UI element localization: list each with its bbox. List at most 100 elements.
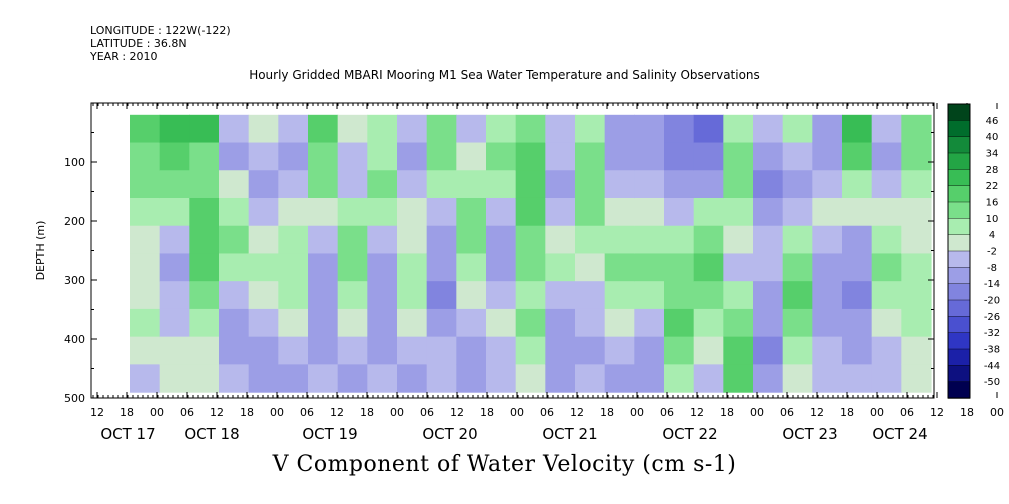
longitude-label: LONGITUDE : 122W(-122)	[90, 24, 231, 37]
heatmap-cell	[189, 281, 220, 310]
heatmap-cell	[486, 114, 517, 144]
y-tick-label: 500	[64, 392, 85, 405]
heatmap-cell	[189, 170, 220, 199]
heatmap-cell	[634, 114, 665, 144]
heatmap-cell	[397, 225, 428, 255]
heatmap-cell	[812, 308, 843, 338]
variable-title: V Component of Water Velocity (cm s-1)	[272, 452, 737, 477]
heatmap-cell	[367, 114, 398, 144]
heatmap-cell	[278, 225, 309, 255]
heatmap-cell	[901, 253, 932, 282]
colorbar-label: 46	[986, 116, 999, 127]
heatmap-cell	[130, 364, 161, 393]
heatmap-cell	[871, 308, 902, 338]
colorbar-swatch	[947, 283, 971, 301]
heatmap-cell	[515, 253, 546, 282]
heatmap-cell	[664, 225, 695, 255]
x-hour-label: 00	[270, 406, 284, 419]
heatmap-cell	[901, 197, 932, 227]
heatmap-cell	[693, 336, 724, 365]
heatmap-cell	[486, 170, 517, 199]
colorbar-label: -44	[984, 361, 1000, 372]
heatmap-cell	[753, 114, 784, 144]
year-label: YEAR : 2010	[90, 50, 158, 63]
heatmap-cell	[723, 170, 754, 199]
heatmap-cell	[753, 225, 784, 255]
heatmap-cell	[545, 225, 576, 255]
heatmap-cell	[545, 253, 576, 282]
heatmap-cell	[248, 336, 279, 365]
heatmap-cell	[515, 281, 546, 310]
heatmap-cell	[130, 281, 161, 310]
heatmap-cell	[604, 336, 635, 365]
heatmap-cell	[248, 197, 279, 227]
heatmap-cell	[782, 336, 813, 365]
x-hour-label: 18	[480, 406, 494, 419]
heatmap-cell	[278, 308, 309, 338]
heatmap-cell	[575, 197, 606, 227]
heatmap-cell	[308, 281, 339, 310]
heatmap-cell	[189, 308, 220, 338]
x-date-label: OCT 22	[662, 425, 717, 443]
heatmap-cell	[871, 253, 902, 282]
colorbar-label: -8	[987, 263, 997, 274]
heatmap-cell	[219, 114, 250, 144]
heatmap-cell	[693, 197, 724, 227]
heatmap-cell	[515, 225, 546, 255]
heatmap-cell	[367, 281, 398, 310]
heatmap-cell	[397, 170, 428, 199]
heatmap-cell	[545, 114, 576, 144]
heatmap-cell	[486, 281, 517, 310]
heatmap-cell	[426, 225, 457, 255]
heatmap-cell	[545, 364, 576, 393]
heatmap-cell	[278, 114, 309, 144]
heatmap-cell	[426, 114, 457, 144]
heatmap-cell	[456, 364, 487, 393]
heatmap-cell	[367, 364, 398, 393]
heatmap-cell	[812, 170, 843, 199]
heatmap-cell	[723, 253, 754, 282]
heatmap-cell	[812, 142, 843, 171]
heatmap-cell	[782, 364, 813, 393]
colorbar-label: 4	[989, 230, 995, 241]
x-hour-label: 00	[510, 406, 524, 419]
heatmap-cell	[842, 253, 873, 282]
heatmap-cell	[337, 253, 368, 282]
heatmap-cell	[278, 170, 309, 199]
heatmap-cell	[812, 336, 843, 365]
heatmap-cell	[308, 114, 339, 144]
heatmap-cell	[159, 142, 190, 171]
heatmap-cell	[575, 308, 606, 338]
colorbar-swatch	[947, 267, 971, 285]
heatmap-cell	[753, 308, 784, 338]
heatmap-cell	[693, 308, 724, 338]
heatmap-cell	[753, 336, 784, 365]
heatmap-cell	[664, 308, 695, 338]
y-tick-label: 100	[64, 156, 85, 169]
heatmap-cell	[812, 114, 843, 144]
heatmap-cell	[634, 142, 665, 171]
heatmap-cell	[842, 225, 873, 255]
heatmap-cell	[634, 197, 665, 227]
heatmap-cell	[308, 364, 339, 393]
x-date-label: OCT 21	[542, 425, 597, 443]
heatmap-cell	[397, 197, 428, 227]
heatmap-cell	[901, 308, 932, 338]
heatmap-cell	[426, 336, 457, 365]
heatmap-cell	[723, 281, 754, 310]
heatmap-cell	[486, 197, 517, 227]
latitude-label: LATITUDE : 36.8N	[90, 37, 187, 50]
heatmap-cell	[159, 364, 190, 393]
heatmap-cell	[337, 308, 368, 338]
x-date-label: OCT 23	[782, 425, 837, 443]
heatmap-cell	[219, 308, 250, 338]
heatmap-cell	[456, 336, 487, 365]
heatmap-cell	[337, 170, 368, 199]
heatmap-cell	[130, 114, 161, 144]
x-hour-label: 12	[450, 406, 464, 419]
x-hour-label: 06	[780, 406, 794, 419]
heatmap-cell	[871, 170, 902, 199]
colorbar-label: -50	[984, 377, 1000, 388]
heatmap-cell	[159, 170, 190, 199]
